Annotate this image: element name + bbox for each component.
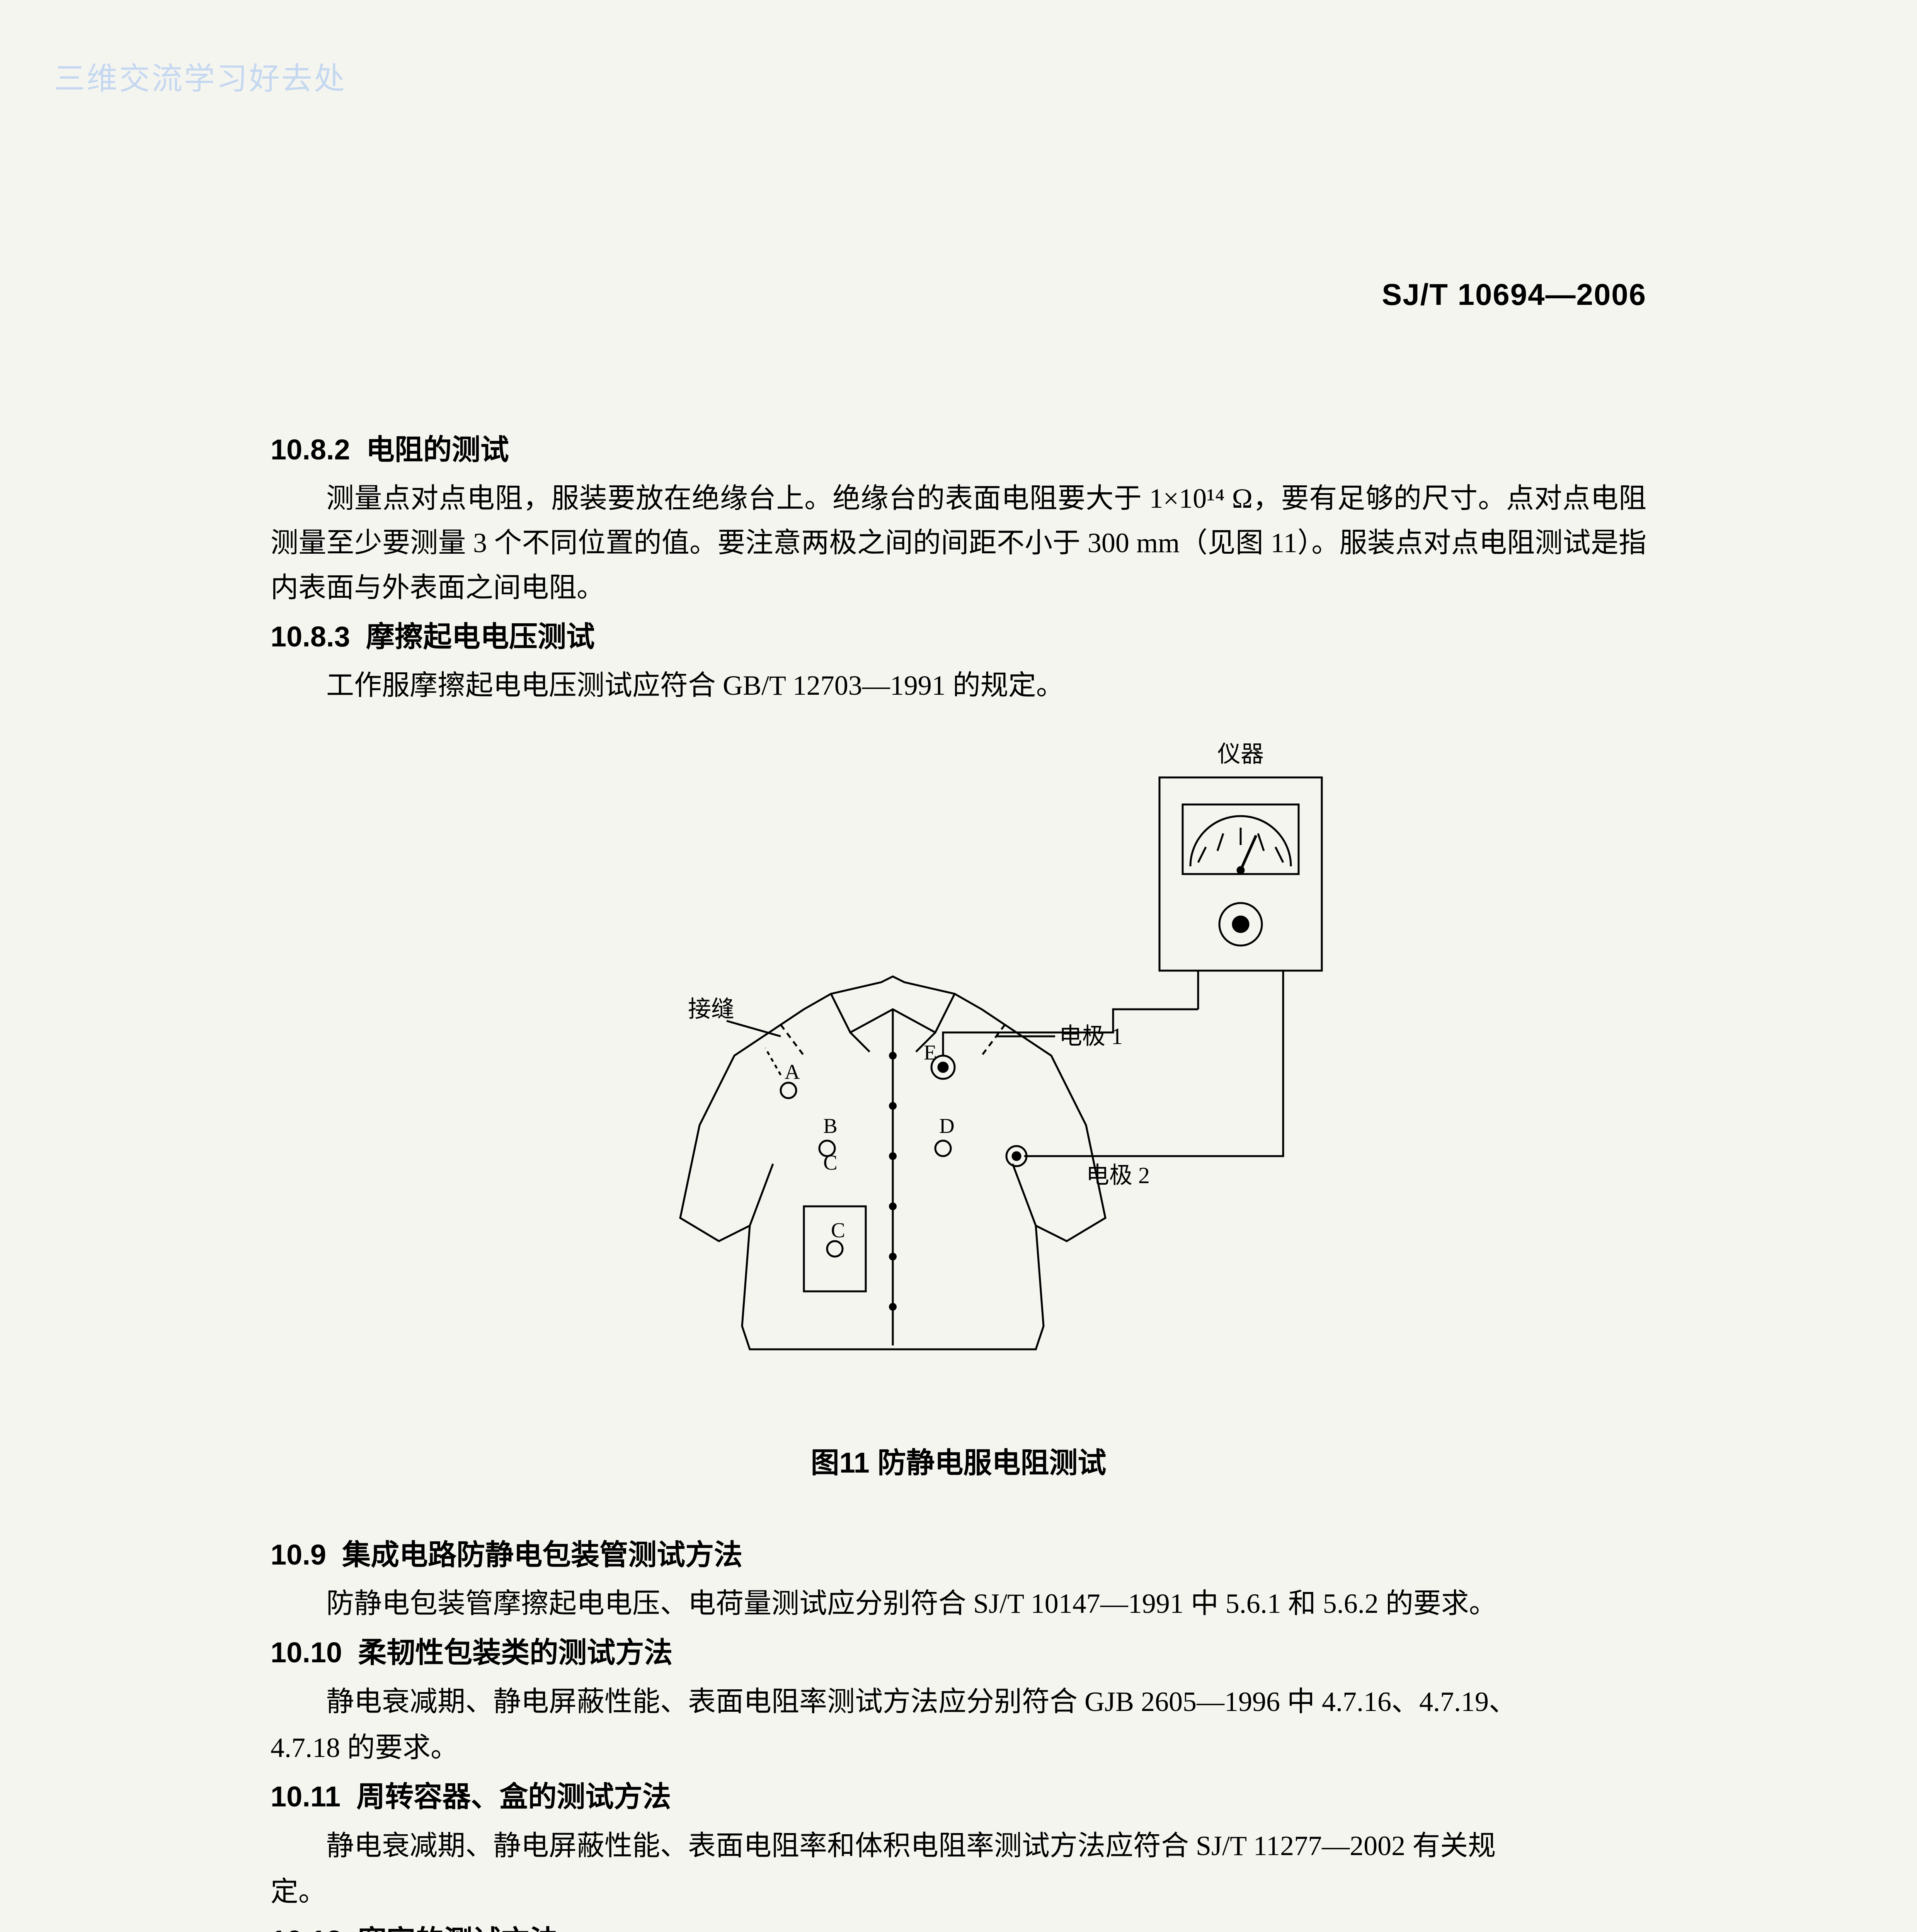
section-heading: 10.10 柔韧性包装类的测试方法: [271, 1630, 1646, 1675]
section: 10.11 周转容器、盒的测试方法静电衰减期、静电屏蔽性能、表面电阻率和体积电阻…: [271, 1774, 1646, 1914]
body-paragraph: 静电衰减期、静电屏蔽性能、表面电阻率和体积电阻率测试方法应符合 SJ/T 112…: [271, 1824, 1646, 1868]
section-10-8-3: 10.8.3 摩擦起电电压测试 工作服摩擦起电电压测试应符合 GB/T 1270…: [271, 614, 1646, 708]
section: 10.10 柔韧性包装类的测试方法静电衰减期、静电屏蔽性能、表面电阻率测试方法应…: [271, 1630, 1646, 1770]
svg-text:D: D: [939, 1114, 955, 1138]
watermark-text: 三维交流学习好去处: [54, 54, 346, 104]
svg-text:B: B: [823, 1114, 838, 1138]
figure-caption: 图11 防静电服电阻测试: [271, 1440, 1646, 1486]
body-paragraph: 测量点对点电阻，服装要放在绝缘台上。绝缘台的表面电阻要大于 1×10¹⁴ Ω，要…: [271, 476, 1646, 610]
figure-11: 仪器 E 电极 1 电极 2: [271, 739, 1646, 1409]
section-heading: 10.8.2 电阻的测试: [271, 427, 1646, 473]
body-paragraph: 工作服摩擦起电电压测试应符合 GB/T 12703—1991 的规定。: [271, 663, 1646, 708]
section: 10.12 窗帘的测试方法点对点电阻、静电摩擦起电电压测试方法应符合 6.1 和…: [271, 1918, 1646, 1932]
section-heading: 10.9 集成电路防静电包装管测试方法: [271, 1532, 1646, 1578]
figure-11-svg: 仪器 E 电极 1 电极 2: [533, 739, 1384, 1396]
svg-text:C: C: [831, 1218, 845, 1242]
section-title: 摩擦起电电压测试: [366, 621, 595, 653]
section: 10.9 集成电路防静电包装管测试方法防静电包装管摩擦起电电压、电荷量测试应分别…: [271, 1532, 1646, 1626]
svg-text:A: A: [785, 1060, 800, 1083]
page-content: SJ/T 10694—2006 10.8.2 电阻的测试 测量点对点电阻，服装要…: [271, 270, 1646, 1932]
standard-code: SJ/T 10694—2006: [271, 270, 1646, 319]
section-number: 10.8.3: [271, 621, 350, 653]
body-paragraph: 定。: [271, 1870, 1646, 1914]
svg-text:仪器: 仪器: [1217, 742, 1264, 767]
section-title: 电阻的测试: [366, 434, 509, 466]
body-paragraph: 静电衰减期、静电屏蔽性能、表面电阻率测试方法应分别符合 GJB 2605—199…: [271, 1680, 1646, 1724]
section-heading: 10.11 周转容器、盒的测试方法: [271, 1774, 1646, 1820]
svg-text:电极 1: 电极 1: [1059, 1024, 1123, 1049]
body-paragraph: 防静电包装管摩擦起电电压、电荷量测试应分别符合 SJ/T 10147—1991 …: [271, 1582, 1646, 1626]
section-10-8-2: 10.8.2 电阻的测试 测量点对点电阻，服装要放在绝缘台上。绝缘台的表面电阻要…: [271, 427, 1646, 610]
svg-text:接缝: 接缝: [688, 997, 734, 1022]
body-paragraph: 4.7.18 的要求。: [271, 1726, 1646, 1770]
svg-text:C: C: [823, 1151, 838, 1174]
svg-text:E: E: [924, 1041, 937, 1064]
section-heading: 10.8.3 摩擦起电电压测试: [271, 614, 1646, 660]
section-number: 10.8.2: [271, 434, 350, 466]
section-heading: 10.12 窗帘的测试方法: [271, 1918, 1646, 1932]
